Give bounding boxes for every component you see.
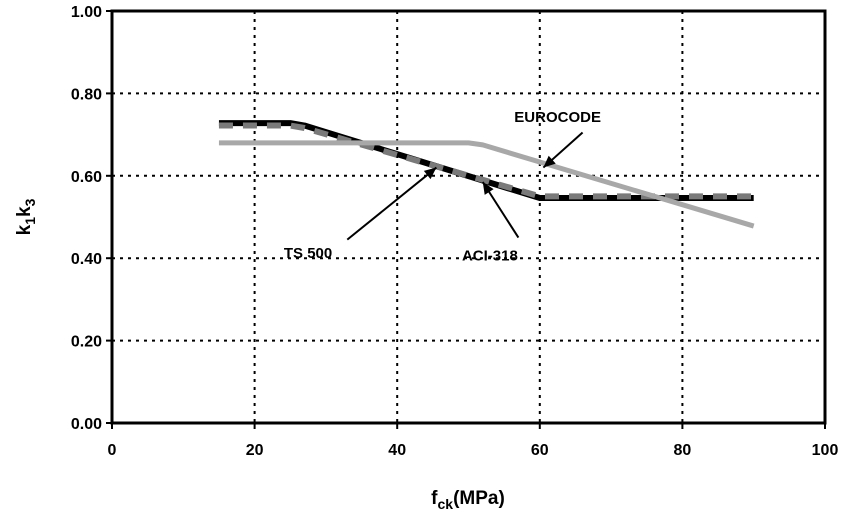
y-tick-label: 0.40 bbox=[71, 251, 102, 268]
y-tick-label: 0.00 bbox=[71, 416, 102, 433]
x-axis-label-subscript: ck bbox=[438, 496, 454, 512]
annotation-arrowhead bbox=[423, 167, 437, 180]
annotation-arrowhead bbox=[482, 181, 494, 195]
series-line-eurocode bbox=[218, 140, 755, 229]
x-tick-label: 80 bbox=[674, 442, 692, 459]
y-axis-label-k1: k bbox=[14, 224, 35, 235]
annotation-label: EUROCODE bbox=[514, 109, 601, 126]
y-axis-label-sub1: 1 bbox=[22, 217, 38, 225]
y-tick-label: 0.60 bbox=[71, 169, 102, 186]
x-tick-label: 60 bbox=[531, 442, 549, 459]
plot-area-frame bbox=[110, 9, 827, 425]
annotation-arrow bbox=[346, 166, 438, 241]
annotation-arrowhead bbox=[543, 155, 556, 168]
y-tick-label: 1.00 bbox=[71, 4, 102, 21]
y-axis-label: k1k3 bbox=[14, 198, 38, 235]
series-line-aci-318 bbox=[218, 122, 754, 200]
x-tick-label: 0 bbox=[108, 442, 117, 459]
annotation-label: TS 500 bbox=[284, 245, 332, 262]
x-axis-ticks: 0 20 40 60 80 100 bbox=[108, 423, 839, 459]
y-tick-label: 0.20 bbox=[71, 334, 102, 351]
x-tick-label: 40 bbox=[388, 442, 406, 459]
y-axis-label-sub3: 3 bbox=[22, 198, 38, 206]
annotation-label: ACI-318 bbox=[462, 247, 518, 264]
gridlines bbox=[112, 11, 825, 423]
y-axis-ticks: 0.00 0.20 0.40 0.60 0.80 1.00 bbox=[71, 4, 112, 433]
x-tick-label: 20 bbox=[246, 442, 264, 459]
series-lines bbox=[218, 120, 755, 229]
x-tick-label: 100 bbox=[812, 442, 839, 459]
y-tick-label: 0.80 bbox=[71, 86, 102, 103]
annotations: EUROCODE TS 500 ACI-318 bbox=[284, 109, 601, 264]
y-axis-label-k3: k bbox=[14, 206, 35, 217]
x-axis-label: fck(MPa) bbox=[431, 488, 505, 512]
x-axis-label-unit: (MPa) bbox=[453, 488, 505, 509]
x-axis-label-main: f bbox=[431, 488, 438, 509]
